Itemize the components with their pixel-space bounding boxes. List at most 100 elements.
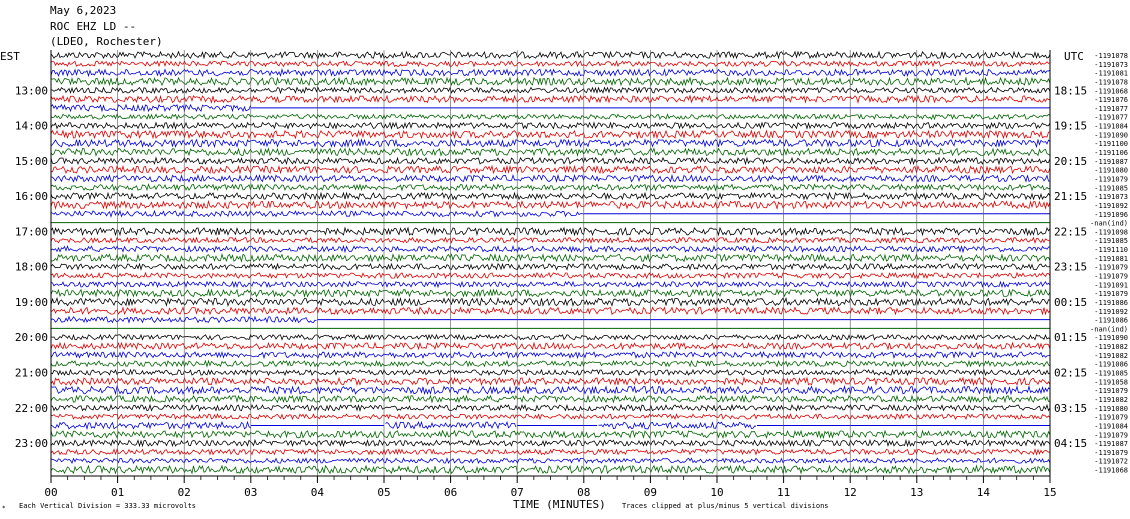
right-hour-group: 18:15 19:15 20:15 21:15 22:15 23:15 00:15 01:15… [1054, 84, 1087, 450]
left-hour-label: 23:00 [15, 437, 48, 450]
trace-line [50, 296, 1051, 307]
network-label: (LDEO, Rochester) [50, 35, 163, 48]
trace-line [50, 76, 1051, 87]
trace-line [50, 199, 1051, 211]
trace-offset-label: -1191068 [1094, 467, 1128, 475]
trace-line [50, 315, 317, 324]
station-label: ROC EHZ LD -- [50, 20, 137, 33]
footer-scale-note: Each Vertical Division = 333.33 microvol… [19, 502, 196, 510]
trace-offset-label: -1191079 [1094, 414, 1128, 422]
trace-line [50, 288, 1051, 299]
x-tick-label: 04 [311, 486, 325, 499]
right-hour-label: 01:15 [1054, 331, 1087, 344]
trace-line [50, 86, 1051, 95]
trace-line [50, 68, 1051, 78]
trace-offset-label: -nan(ind) [1090, 325, 1128, 333]
right-hour-label: 21:15 [1054, 190, 1087, 203]
trace-group [50, 50, 1051, 475]
trace-offset-label: -1191091 [1094, 281, 1128, 289]
trace-offset-label: -1191090 [1094, 131, 1128, 139]
trace-offset-label: -1191086 [1094, 299, 1128, 307]
x-tick-label: 00 [44, 486, 57, 499]
trace-offset-label: -1191079 [1094, 264, 1128, 272]
trace-offset-label: -1191100 [1094, 140, 1128, 148]
corner-mark: * [2, 505, 6, 512]
x-tick-label: 11 [777, 486, 790, 499]
left-hour-label: 22:00 [15, 402, 48, 415]
x-tick-label: 08 [577, 486, 590, 499]
x-tick-label: 12 [844, 486, 857, 499]
trace-line [50, 156, 1051, 166]
trace-line [50, 60, 1051, 68]
trace-offset-label: -1191092 [1094, 308, 1128, 316]
trace-offset-label: -1191078 [1094, 52, 1128, 60]
trace-line [50, 252, 1051, 263]
trace-offset-label: -1191081 [1094, 70, 1128, 78]
trace-line [50, 138, 1051, 149]
right-hour-label: 22:15 [1054, 225, 1087, 238]
trace-line [50, 147, 1051, 157]
trace-offset-label: -1191087 [1094, 158, 1128, 166]
trace-offset-label: -1191085 [1094, 237, 1128, 245]
right-hour-label: 19:15 [1054, 120, 1087, 133]
date-label: May 6,2023 [50, 4, 117, 17]
trace-offset-label: -1191079 [1094, 431, 1128, 439]
trace-offset-label: -1191110 [1094, 246, 1128, 254]
trace-line [50, 262, 1051, 271]
trace-offset-label: -1191085 [1094, 184, 1128, 192]
x-tick-group: 00 01 02 03 04 05 06 07 08 09 10 11 12 13 14 15 [44, 476, 1057, 499]
right-hour-label: 04:15 [1054, 437, 1087, 450]
trace-line [50, 226, 1051, 237]
trace-line [50, 183, 1051, 192]
trace-offset-label: -1191072 [1094, 458, 1128, 466]
trace-offset-label: -1191079 [1094, 175, 1128, 183]
right-timezone-label: UTC [1064, 50, 1084, 63]
right-hour-label: 18:15 [1054, 84, 1087, 97]
trace-offset-label: -1191087 [1094, 440, 1128, 448]
trace-offset-label: -1191090 [1094, 334, 1128, 342]
trace-line [50, 306, 1051, 316]
trace-line [51, 403, 1051, 413]
trace-line [50, 359, 1051, 368]
trace-line [50, 350, 1051, 360]
trace-line [50, 384, 1051, 396]
trace-offset-label: -1191086 [1094, 317, 1128, 325]
trace-line [50, 457, 1051, 465]
trace-line [50, 438, 1051, 448]
trace-line [50, 280, 1051, 289]
trace-offset-label: -1191082 [1094, 396, 1128, 404]
trace-line [50, 236, 1051, 244]
right-hour-label: 03:15 [1054, 402, 1087, 415]
trace-line [50, 464, 1051, 475]
trace-line [50, 50, 1051, 60]
trace-offset-label: -1191076 [1094, 96, 1128, 104]
trace-offset-label: -1191082 [1094, 352, 1128, 360]
x-tick-label: 02 [178, 486, 191, 499]
trace-offset-label: -1191058 [1094, 378, 1128, 386]
left-hour-label: 20:00 [15, 331, 48, 344]
left-hour-group: 13:00 14:00 15:00 16:00 17:00 18:00 19:00 20:00… [15, 84, 48, 450]
left-hour-label: 17:00 [15, 225, 48, 238]
left-timezone-label: EST [0, 50, 20, 63]
trace-line [50, 113, 1051, 121]
trace-line [50, 244, 1051, 254]
x-tick-label: 10 [710, 486, 723, 499]
trace-offset-label: -1191106 [1094, 149, 1128, 157]
trace-line [50, 129, 1051, 140]
trace-line [50, 376, 1051, 387]
x-tick-label: 03 [244, 486, 257, 499]
trace-offset-label: -1191077 [1094, 114, 1128, 122]
trace-line [50, 94, 1051, 104]
trace-offset-label: -1191079 [1094, 449, 1128, 457]
minute-gridlines [50, 50, 1051, 476]
trace-offset-label: -1191096 [1094, 211, 1128, 219]
left-hour-label: 14:00 [15, 120, 48, 133]
trace-line [50, 164, 1051, 175]
x-tick-label: 15 [1043, 486, 1056, 499]
right-hour-label: 20:15 [1054, 155, 1087, 168]
trace-line [50, 341, 1051, 351]
trace-line [50, 121, 1051, 130]
trace-offset-label: -1191084 [1094, 422, 1128, 430]
trace-line [50, 448, 1051, 456]
